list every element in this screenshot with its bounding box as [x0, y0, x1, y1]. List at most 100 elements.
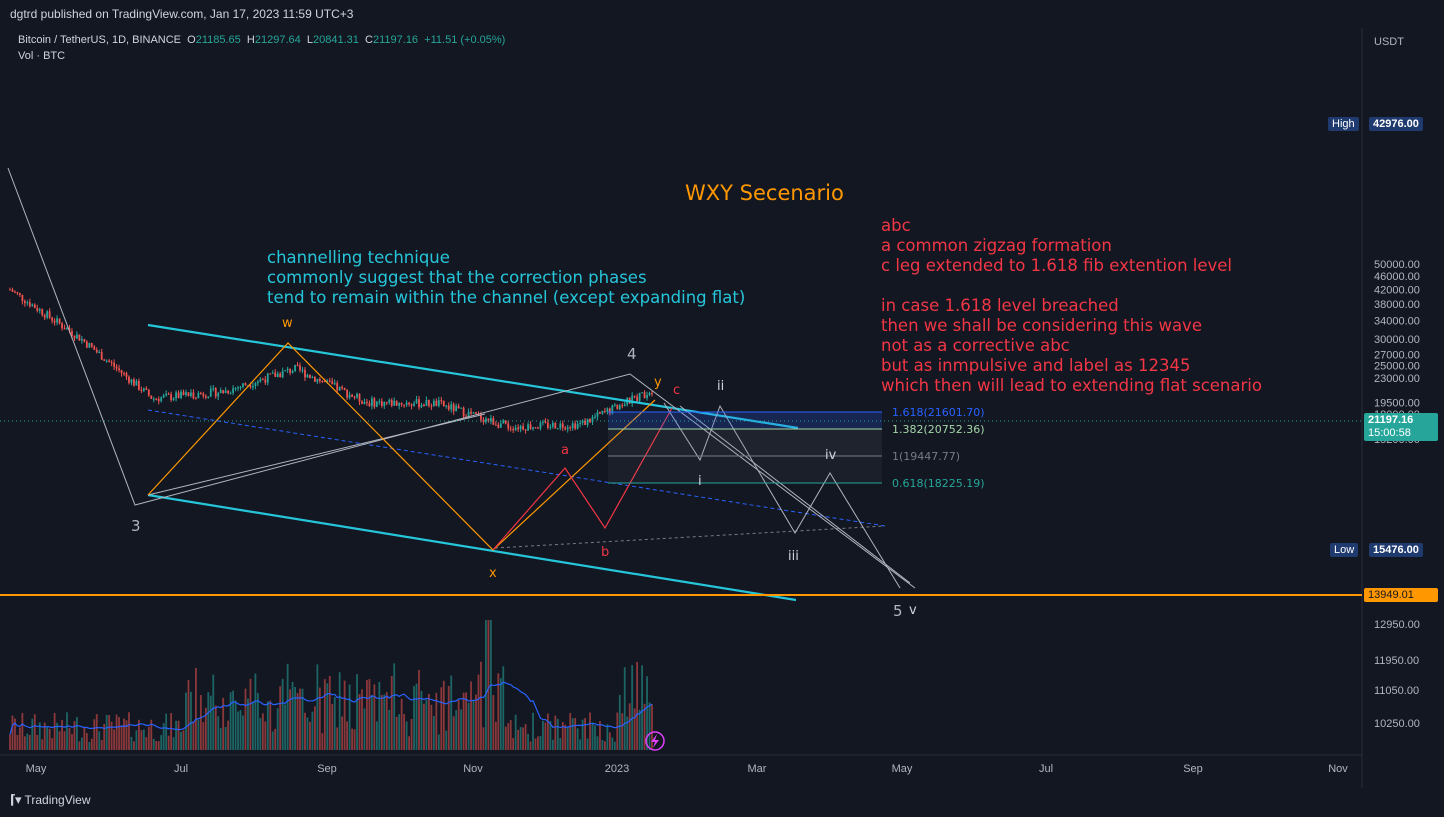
volume-bar — [499, 678, 502, 750]
tradingview-logo[interactable]: ⌈▾ TradingView — [10, 792, 91, 808]
candle-body — [358, 393, 361, 402]
volume-bar — [581, 719, 584, 750]
volume-bar — [445, 730, 448, 750]
candle-body — [403, 404, 406, 406]
candle-body — [400, 403, 403, 405]
candle-body — [554, 422, 557, 429]
volume-bar — [157, 741, 160, 750]
volume-bar — [420, 690, 423, 750]
candle-body — [385, 402, 388, 404]
volume-bar — [56, 722, 58, 750]
volume-bar — [78, 741, 81, 750]
candle-body — [157, 399, 160, 402]
candle-body — [142, 388, 145, 391]
volume-bar — [346, 721, 349, 750]
candle-body — [207, 396, 210, 398]
candle-body — [217, 393, 220, 397]
chart-area[interactable]: 1.618(21601.70) 1.382(20752.36) 1(19447.… — [0, 28, 1444, 788]
volume-bar — [38, 722, 41, 750]
volume-bar — [606, 724, 609, 750]
candle-body — [103, 359, 106, 361]
candle-body — [53, 320, 56, 323]
volume-bar — [457, 700, 460, 750]
candle-body — [405, 402, 408, 406]
triangle-lower-edge[interactable] — [147, 413, 486, 496]
volume-bar — [110, 721, 113, 750]
candle-body — [123, 373, 125, 375]
dashed-trend-line[interactable] — [494, 525, 886, 549]
channel-lower-line[interactable] — [147, 493, 797, 602]
candle-body — [487, 418, 490, 422]
volume-bar — [26, 733, 29, 750]
abc-line: but as inmpulsive and label as 12345 — [881, 356, 1191, 375]
price-tick: 11050.00 — [1374, 685, 1419, 697]
candle-body — [596, 412, 599, 417]
volume-bar — [294, 686, 296, 750]
volume-bar — [400, 698, 403, 750]
volume-bar — [115, 714, 118, 750]
volume-bar — [98, 731, 101, 750]
candle-body — [432, 400, 435, 407]
volume-bar — [224, 726, 227, 750]
channel-upper-line[interactable] — [147, 323, 799, 430]
scenario-title[interactable]: WXY Secenario — [685, 181, 844, 205]
candle-body — [336, 383, 339, 391]
lightning-icon[interactable] — [645, 731, 665, 751]
volume-bar — [95, 714, 98, 750]
candle-body — [232, 388, 234, 393]
volume-bar — [175, 720, 177, 750]
abc-line: which then will lead to extending flat s… — [881, 376, 1262, 395]
candle-body — [147, 389, 150, 396]
symbol-name: Bitcoin / TetherUS, 1D, BINANCE — [18, 34, 182, 46]
candle-body — [522, 426, 525, 430]
candle-body — [551, 422, 554, 427]
volume-bar — [128, 712, 130, 750]
abc-note[interactable]: abc a common zigzag formation c leg extend… — [881, 216, 1262, 396]
candle-body — [643, 392, 646, 399]
volume-bar — [383, 694, 386, 750]
candle-body — [390, 399, 393, 406]
candle-body — [618, 405, 621, 410]
volume-bar — [556, 718, 559, 750]
volume-bar — [418, 669, 420, 750]
volume-bar — [185, 692, 187, 750]
candle-body — [623, 404, 626, 407]
candle-body — [361, 401, 363, 404]
candle-body — [19, 293, 21, 295]
candle-body — [85, 341, 88, 348]
abc-line: then we shall be considering this wave — [881, 316, 1202, 335]
candle-body — [68, 328, 71, 332]
volume-bar — [343, 680, 346, 750]
abc-wave-path[interactable] — [492, 407, 673, 551]
time-tick: Sep — [1183, 763, 1203, 775]
projection-path-1[interactable] — [663, 402, 901, 589]
volume-bar — [608, 732, 611, 750]
price-tick: 34000.00 — [1374, 316, 1420, 328]
candle-body — [447, 405, 450, 410]
time-tick: Sep — [317, 763, 337, 775]
candle-body — [442, 401, 445, 407]
channel-mid-line[interactable] — [147, 409, 886, 527]
chart-canvas[interactable]: 1.618(21601.70) 1.382(20752.36) 1(19447.… — [0, 28, 1444, 788]
time-axis[interactable]: May Jul Sep Nov 2023 Mar May Jul Sep Nov — [26, 763, 1349, 775]
channel-note[interactable]: channelling technique commonly suggest th… — [267, 248, 745, 308]
volume-bar — [291, 681, 294, 750]
volume-bar — [58, 731, 61, 750]
candle-body — [338, 386, 341, 391]
wxy-wave-path[interactable] — [147, 342, 656, 551]
projection-path-2[interactable] — [679, 405, 911, 584]
volume-bar — [534, 738, 537, 750]
volume-bar — [599, 721, 601, 750]
volume-bar — [172, 737, 175, 750]
volume-bar — [462, 692, 465, 750]
volume-bar — [11, 715, 14, 750]
wave-label-4: 4 — [627, 345, 637, 363]
abc-line: a common zigzag formation — [881, 236, 1112, 255]
wave-impulse-path[interactable] — [7, 167, 916, 589]
volume-bar — [133, 741, 135, 750]
volume-bar — [192, 721, 195, 750]
volume-bar — [88, 741, 91, 750]
candle-body — [98, 352, 101, 354]
candle-body — [286, 368, 289, 371]
